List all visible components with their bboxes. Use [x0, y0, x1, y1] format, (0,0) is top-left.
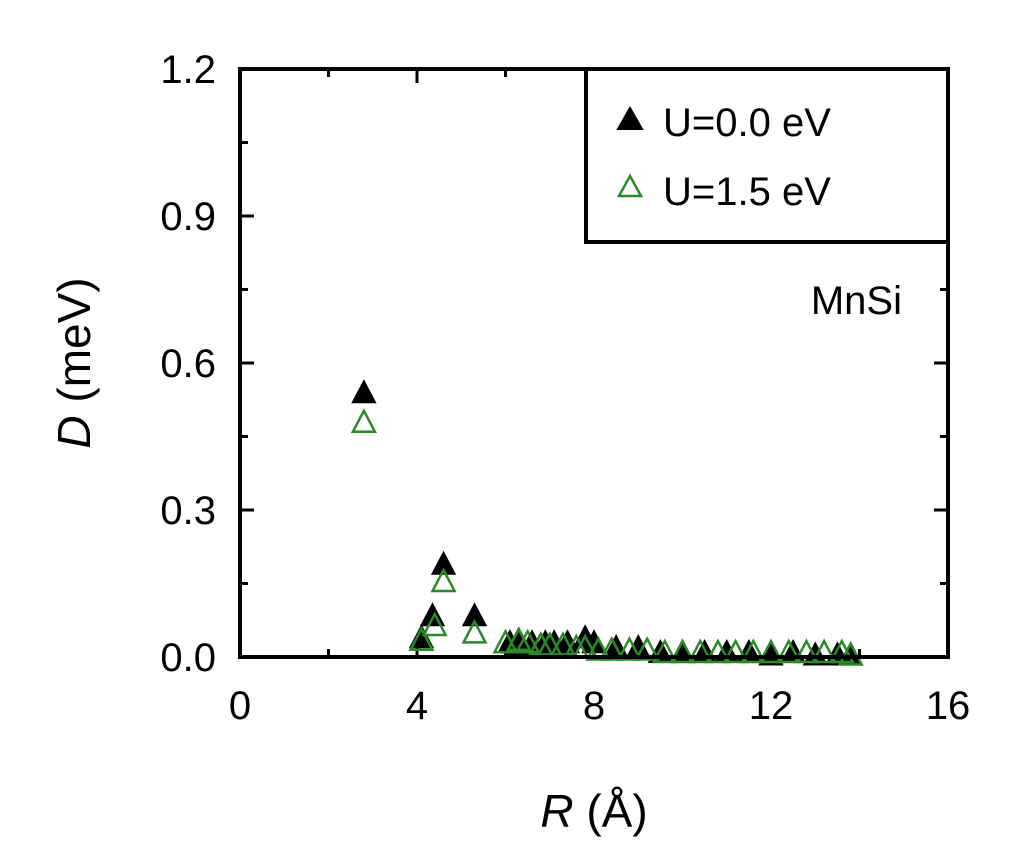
x-axis-title: R (Å): [540, 785, 647, 837]
point-series-2: [585, 635, 612, 661]
x-axis-symbol: R: [540, 785, 573, 837]
y-tick-label: 1.2: [160, 48, 216, 92]
y-axis-space: [48, 403, 100, 416]
point-series-1: [430, 550, 457, 575]
legend-label-series-1: U=0.0 eV: [663, 101, 831, 145]
x-tick-label: 16: [926, 684, 971, 728]
point-series-2: [536, 631, 563, 656]
point-series-2: [687, 638, 714, 664]
legend-marker-series-1: [616, 105, 644, 130]
point-series-2: [722, 638, 749, 664]
y-tick-label: 0.9: [160, 195, 216, 239]
point-series-2: [740, 638, 767, 664]
point-series-2: [408, 626, 435, 651]
y-tick-label: 0.3: [160, 489, 216, 533]
y-tick-label: 0.6: [160, 342, 216, 386]
point-series-2: [421, 611, 448, 637]
x-tick-label: 4: [406, 684, 428, 728]
point-series-2: [461, 618, 488, 644]
point-series-2: [775, 638, 802, 664]
point-series-2: [704, 638, 731, 664]
point-series-2: [757, 638, 785, 664]
point-series-2: [793, 638, 820, 664]
legend-label-series-2: U=1.5 eV: [663, 170, 831, 214]
point-series-2: [598, 635, 625, 661]
axis-tick-labels: 0 4 8 12 16 0.0 0.3 0.6 0.9 1.2: [160, 48, 970, 728]
point-series-2: [811, 638, 838, 664]
point-series-2: [651, 638, 678, 664]
point-series-2: [549, 631, 577, 656]
x-axis-space: [574, 785, 587, 837]
point-series-2: [350, 408, 377, 433]
point-series-1: [351, 379, 377, 404]
legend-marker-series-2: [616, 173, 644, 198]
point-series-2: [616, 635, 643, 661]
point-series-2: [837, 640, 864, 666]
y-tick-label: 0.0: [160, 636, 216, 680]
point-series-1: [802, 641, 828, 666]
y-axis-unit: (meV): [48, 277, 100, 402]
legend-box: [584, 67, 950, 244]
annotation-mnsi: MnSi: [811, 279, 902, 323]
y-axis-symbol: D: [48, 415, 100, 448]
point-series-1: [461, 602, 488, 627]
x-tick-label: 12: [749, 684, 794, 728]
x-axis-unit: (Å): [586, 785, 647, 837]
data-points: [350, 379, 864, 666]
y-axis-title: D (meV): [48, 277, 100, 448]
x-tick-label: 0: [229, 684, 251, 728]
x-tick-label: 8: [583, 684, 605, 728]
point-series-2: [430, 567, 457, 593]
point-series-2: [669, 638, 696, 664]
point-series-2: [514, 628, 541, 654]
point-series-2: [634, 635, 661, 661]
legend: U=0.0 eV U=1.5 eV: [584, 67, 950, 244]
